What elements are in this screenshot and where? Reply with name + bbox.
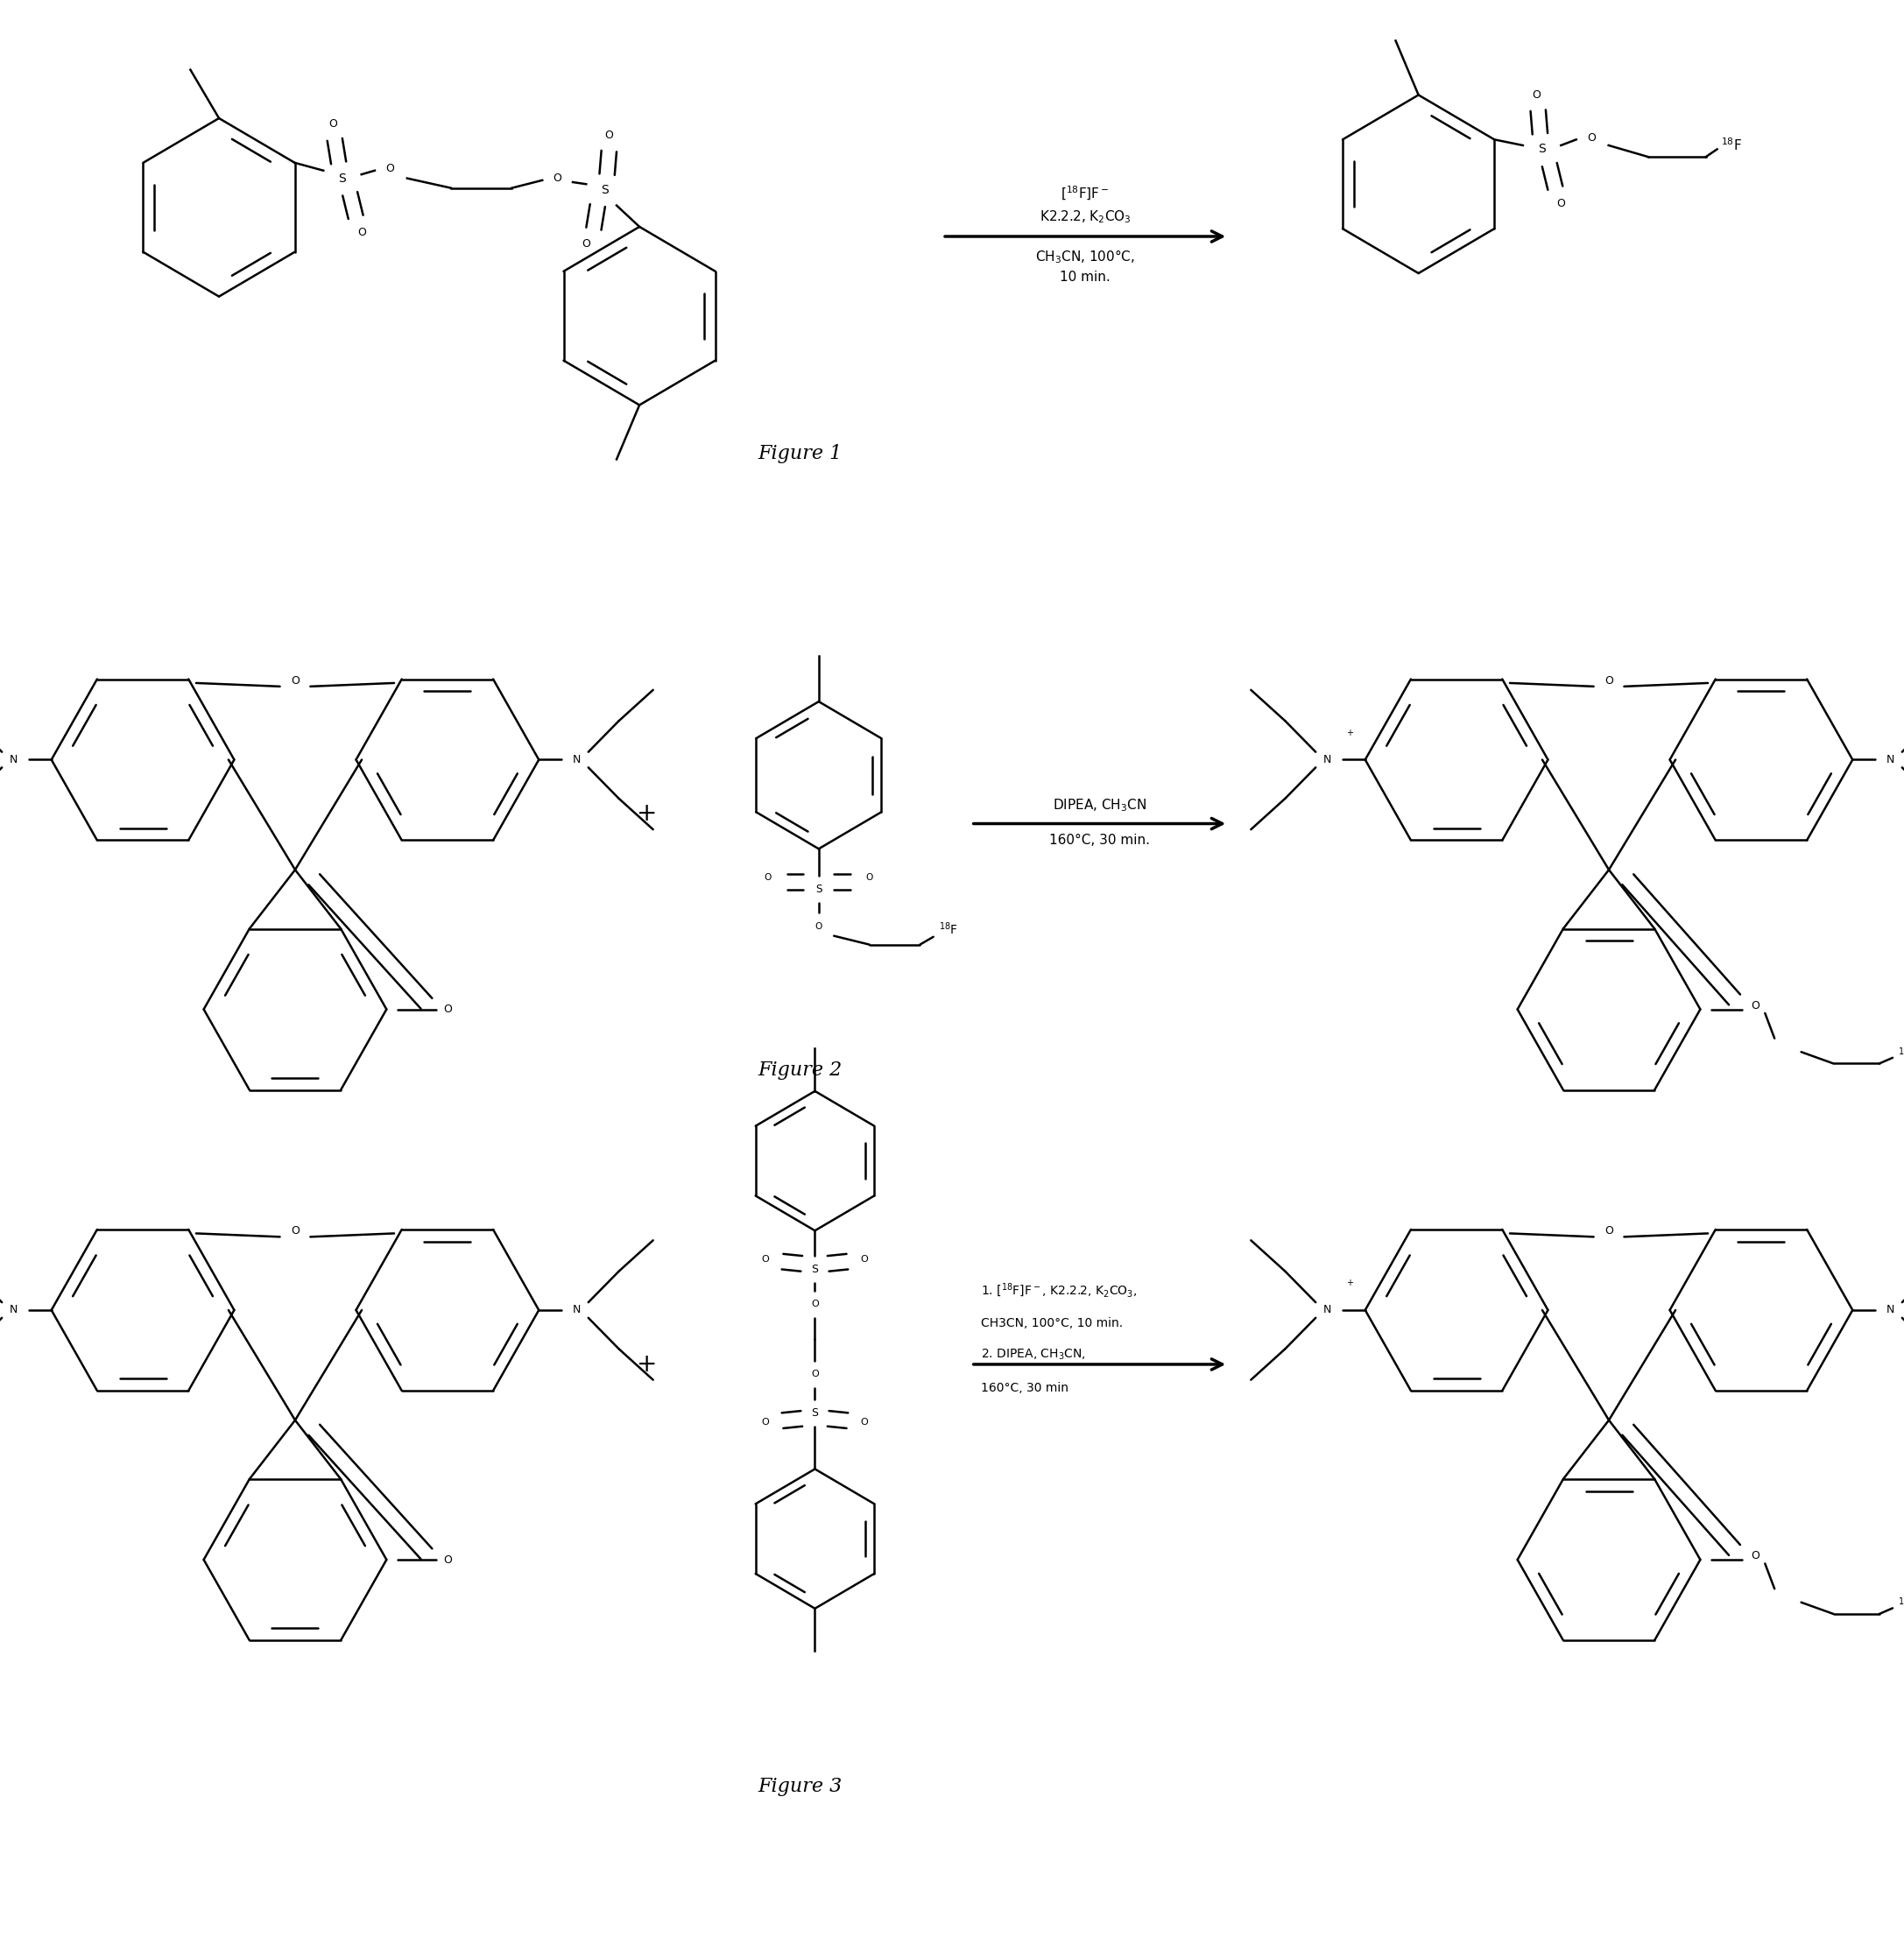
Text: O: O: [554, 172, 562, 184]
Text: O: O: [291, 674, 299, 686]
Text: O: O: [1605, 674, 1613, 686]
Text: +: +: [638, 802, 657, 826]
Text: DIPEA, CH$_3$CN: DIPEA, CH$_3$CN: [1053, 798, 1146, 814]
Text: N: N: [573, 1304, 581, 1316]
Text: N: N: [10, 754, 17, 766]
Text: N: N: [573, 754, 581, 766]
Text: +: +: [1346, 729, 1354, 736]
Text: Figure 1: Figure 1: [758, 444, 842, 463]
Text: +: +: [1346, 1279, 1354, 1287]
Text: O: O: [811, 1370, 819, 1378]
Text: O: O: [861, 1419, 868, 1426]
Text: S: S: [811, 1407, 819, 1419]
Text: O: O: [605, 130, 613, 141]
Text: N: N: [10, 1304, 17, 1316]
Text: $^{18}$F: $^{18}$F: [1898, 1047, 1904, 1062]
Text: N: N: [1323, 1304, 1331, 1316]
Text: O: O: [815, 922, 823, 930]
Text: 160°C, 30 min.: 160°C, 30 min.: [1049, 833, 1150, 847]
Text: O: O: [1533, 89, 1540, 101]
Text: S: S: [1538, 143, 1546, 155]
Text: O: O: [583, 238, 590, 250]
Text: O: O: [861, 1256, 868, 1264]
Text: O: O: [762, 1256, 769, 1264]
Text: O: O: [762, 1419, 769, 1426]
Text: O: O: [444, 1004, 451, 1016]
Text: 1. [$^{18}$F]F$^-$, K2.2.2, K$_2$CO$_3$,: 1. [$^{18}$F]F$^-$, K2.2.2, K$_2$CO$_3$,: [981, 1281, 1137, 1300]
Text: O: O: [1557, 198, 1565, 209]
Text: Figure 2: Figure 2: [758, 1060, 842, 1079]
Text: O: O: [1752, 1000, 1759, 1012]
Text: 160°C, 30 min: 160°C, 30 min: [981, 1382, 1068, 1393]
Text: N: N: [1323, 754, 1331, 766]
Text: S: S: [815, 884, 823, 895]
Text: O: O: [1605, 1225, 1613, 1236]
Text: O: O: [291, 1225, 299, 1236]
Text: N: N: [1887, 754, 1894, 766]
Text: S: S: [811, 1264, 819, 1275]
Text: $^{18}$F: $^{18}$F: [1898, 1597, 1904, 1612]
Text: O: O: [811, 1300, 819, 1308]
Text: Figure 3: Figure 3: [758, 1777, 842, 1797]
Text: CH3CN, 100°C, 10 min.: CH3CN, 100°C, 10 min.: [981, 1318, 1123, 1329]
Text: O: O: [387, 163, 394, 174]
Text: O: O: [329, 118, 337, 130]
Text: $^{18}$F: $^{18}$F: [939, 921, 958, 938]
Text: $^{18}$F: $^{18}$F: [1721, 138, 1742, 153]
Text: S: S: [339, 172, 347, 184]
Text: O: O: [444, 1554, 451, 1566]
Text: O: O: [1752, 1550, 1759, 1562]
Text: O: O: [1588, 132, 1596, 143]
Text: +: +: [638, 1353, 657, 1376]
Text: S: S: [602, 184, 609, 196]
Text: N: N: [1887, 1304, 1894, 1316]
Text: [${^{18}}$F]F$^-$
K2.2.2, K$_2$CO$_3$: [${^{18}}$F]F$^-$ K2.2.2, K$_2$CO$_3$: [1040, 184, 1131, 225]
Text: 2. DIPEA, CH$_3$CN,: 2. DIPEA, CH$_3$CN,: [981, 1347, 1085, 1362]
Text: CH$_3$CN, 100°C,
10 min.: CH$_3$CN, 100°C, 10 min.: [1036, 248, 1135, 283]
Text: O: O: [866, 874, 874, 882]
Text: O: O: [358, 227, 366, 238]
Text: O: O: [764, 874, 771, 882]
